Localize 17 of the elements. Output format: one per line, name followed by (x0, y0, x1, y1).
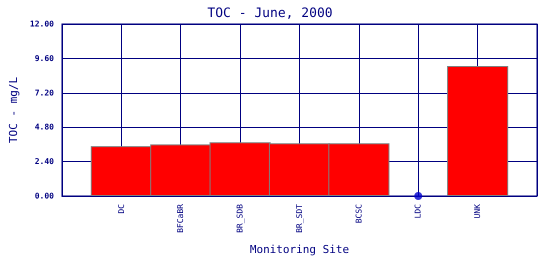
x-tick-label: UNK (473, 204, 482, 218)
y-tick-label: 12.00 (30, 20, 54, 28)
y-tick-label: 2.40 (34, 157, 54, 166)
y-tick-label: 4.80 (34, 122, 54, 132)
x-tick-label: BR_SDT (294, 204, 304, 233)
x-tick-label: LDC (414, 204, 423, 218)
x-tick-label: DC (116, 204, 126, 214)
y-tick-label: 9.60 (34, 54, 54, 63)
y-tick-label: 0.00 (34, 192, 54, 200)
x-tick-label: BR_SDB (236, 204, 245, 233)
x-axis-title: Monitoring Site (250, 243, 350, 256)
y-tick-label: 7.20 (34, 88, 54, 98)
y-axis-title: TOC - mg/L (7, 76, 20, 144)
chart-title: TOC - June, 2000 (207, 6, 333, 21)
bar (447, 66, 508, 196)
x-tick-label: BCSC (354, 204, 364, 224)
x-tick-label: BFCaBR (176, 204, 186, 233)
